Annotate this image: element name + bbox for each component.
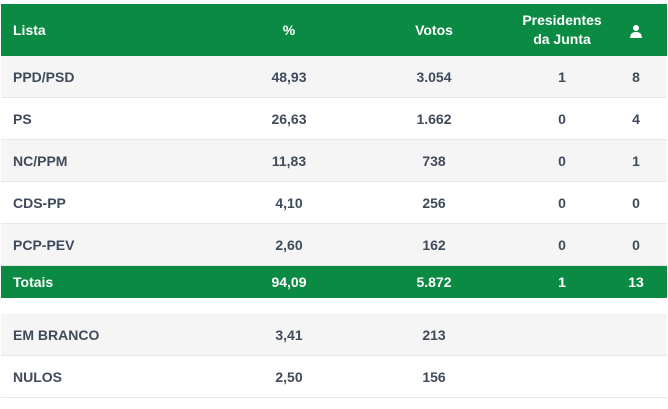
header-mandatos xyxy=(605,22,667,38)
cell-lista: PS xyxy=(13,110,32,127)
cell-lista: PPD/PSD xyxy=(13,68,75,85)
cell-percent: 4,10 xyxy=(275,194,303,211)
cell-votos: 162 xyxy=(422,236,446,253)
header-percent: % xyxy=(282,22,296,38)
table-row: CDS-PP 4,10 256 0 0 xyxy=(1,182,667,224)
cell-votos: 1.662 xyxy=(416,110,452,127)
totals-votos: 5.872 xyxy=(416,274,452,290)
cell-percent: 48,93 xyxy=(271,68,307,85)
cell-lista: NULOS xyxy=(13,368,62,385)
cell-presidentes: 0 xyxy=(558,110,566,127)
table-row: NC/PPM 11,83 738 0 1 xyxy=(1,140,667,182)
cell-presidentes: 0 xyxy=(558,152,566,169)
cell-votos: 156 xyxy=(422,368,446,385)
cell-presidentes: 0 xyxy=(558,194,566,211)
extra-row-nulos: NULOS 2,50 156 xyxy=(1,356,667,398)
cell-percent: 2,50 xyxy=(275,368,303,385)
table-header: Lista % Votos Presidentes da Junta xyxy=(1,4,667,56)
header-presidentes-line1: Presidentes xyxy=(522,12,602,28)
section-spacer xyxy=(0,298,668,314)
cell-lista: PCP-PEV xyxy=(13,236,75,253)
header-lista: Lista xyxy=(13,22,46,38)
cell-percent: 11,83 xyxy=(271,152,307,169)
header-presidentes-line2: da Junta xyxy=(533,31,591,47)
header-presidentes: Presidentes da Junta xyxy=(519,11,605,49)
cell-mandatos: 1 xyxy=(632,152,640,169)
totals-presidentes: 1 xyxy=(558,274,566,290)
cell-votos: 213 xyxy=(422,326,446,343)
totals-percent: 94,09 xyxy=(271,274,307,290)
cell-lista: NC/PPM xyxy=(13,152,68,169)
totals-lista: Totais xyxy=(13,274,54,290)
results-table: Lista % Votos Presidentes da Junta PPD/P… xyxy=(0,4,668,398)
table-row: PCP-PEV 2,60 162 0 0 xyxy=(1,224,667,266)
totals-row: Totais 94,09 5.872 1 13 xyxy=(1,266,667,298)
extra-row-em-branco: EM BRANCO 3,41 213 xyxy=(1,314,667,356)
cell-votos: 738 xyxy=(422,152,446,169)
cell-votos: 256 xyxy=(422,194,446,211)
cell-lista: EM BRANCO xyxy=(13,326,100,343)
totals-mandatos: 13 xyxy=(628,274,644,290)
cell-percent: 2,60 xyxy=(275,236,303,253)
cell-mandatos: 8 xyxy=(632,68,640,85)
cell-lista: CDS-PP xyxy=(13,194,66,211)
cell-presidentes: 1 xyxy=(558,68,566,85)
cell-presidentes: 0 xyxy=(558,236,566,253)
cell-mandatos: 0 xyxy=(632,236,640,253)
header-votos: Votos xyxy=(415,22,453,38)
cell-percent: 26,63 xyxy=(271,110,307,127)
cell-mandatos: 0 xyxy=(632,194,640,211)
table-row: PPD/PSD 48,93 3.054 1 8 xyxy=(1,56,667,98)
cell-mandatos: 4 xyxy=(632,110,640,127)
table-row: PS 26,63 1.662 0 4 xyxy=(1,98,667,140)
person-icon xyxy=(630,24,642,38)
cell-votos: 3.054 xyxy=(416,68,452,85)
cell-percent: 3,41 xyxy=(275,326,303,343)
